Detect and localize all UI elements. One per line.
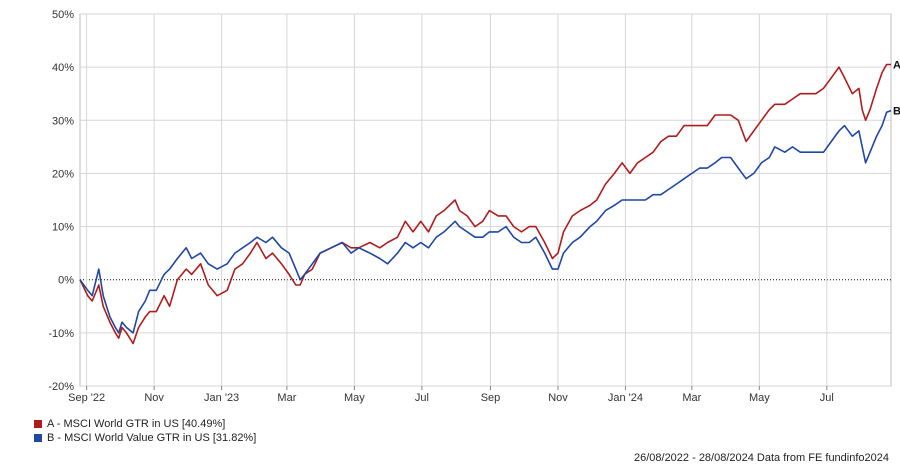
x-tick-label: Nov bbox=[144, 392, 164, 404]
axis-ticks: -20% -10% 0% 10% 20% 30% 40% 50% Sep '22 Nov Jan '… bbox=[48, 9, 834, 404]
end-label-b: B bbox=[893, 106, 900, 118]
x-tick-label: May bbox=[344, 392, 365, 404]
gridlines bbox=[80, 13, 891, 387]
x-tick-label: Mar bbox=[277, 392, 296, 404]
y-tick-label: -20% bbox=[48, 381, 74, 393]
x-tick-label: May bbox=[749, 392, 770, 404]
legend: A - MSCI World GTR in US [40.49%] B - MS… bbox=[34, 417, 256, 445]
y-tick-label: 30% bbox=[52, 115, 74, 127]
x-tick-label: Jan '24 bbox=[608, 392, 643, 404]
performance-line-chart: -20% -10% 0% 10% 20% 30% 40% 50% Sep '22 Nov Jan '… bbox=[48, 9, 900, 404]
x-tick-label: Jul bbox=[820, 392, 834, 404]
legend-swatch-b bbox=[34, 434, 42, 442]
legend-swatch-a bbox=[34, 420, 42, 428]
x-tick-label: Jan '23 bbox=[204, 392, 239, 404]
legend-item-a: A - MSCI World GTR in US [40.49%] bbox=[34, 417, 256, 431]
plot-area bbox=[79, 13, 892, 387]
series-line-b bbox=[79, 109, 892, 334]
end-labels: AB bbox=[893, 60, 900, 118]
end-label-a: A bbox=[893, 60, 900, 72]
y-tick-label: 50% bbox=[52, 9, 74, 21]
legend-label-b: B - MSCI World Value GTR in US [31.82%] bbox=[47, 432, 257, 444]
legend-label-a: A - MSCI World GTR in US [40.49%] bbox=[47, 418, 226, 430]
x-tick-label: Sep bbox=[481, 392, 501, 404]
y-tick-label: -10% bbox=[48, 328, 74, 340]
y-tick-label: 0% bbox=[58, 275, 74, 287]
y-tick-label: 40% bbox=[52, 62, 74, 74]
series-lines bbox=[79, 63, 892, 345]
x-tick-label: Sep '22 bbox=[68, 392, 105, 404]
source-footer: 26/08/2022 - 28/08/2024 Data from FE fun… bbox=[633, 452, 889, 464]
y-tick-label: 20% bbox=[52, 168, 74, 180]
x-tick-label: Mar bbox=[682, 392, 701, 404]
x-tick-label: Jul bbox=[415, 392, 429, 404]
legend-item-b: B - MSCI World Value GTR in US [31.82%] bbox=[34, 431, 256, 445]
series-line-a bbox=[79, 63, 891, 345]
x-tick-label: Nov bbox=[548, 392, 568, 404]
y-tick-label: 10% bbox=[52, 222, 74, 234]
